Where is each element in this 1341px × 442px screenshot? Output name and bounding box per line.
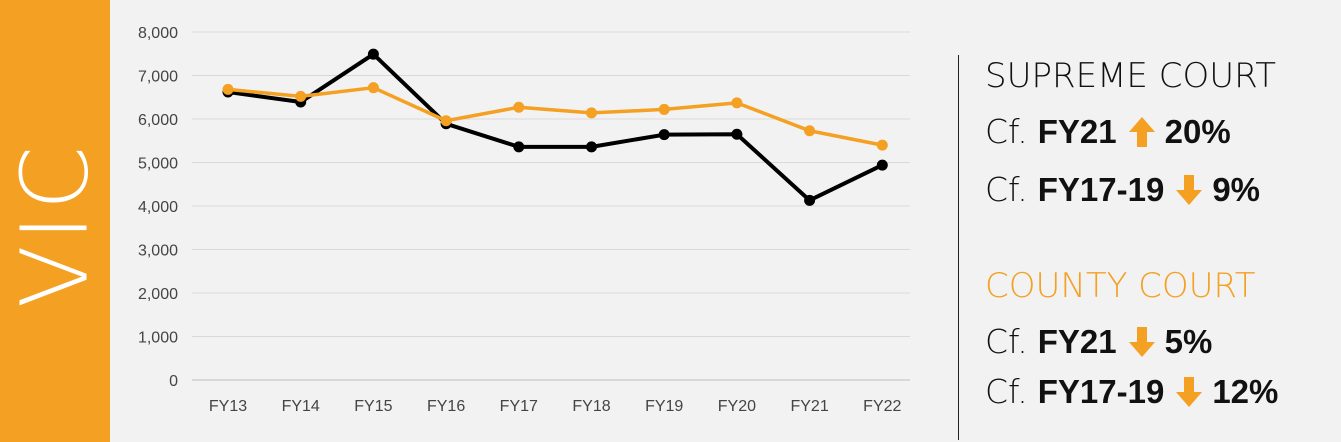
stat-change: 5% bbox=[1164, 322, 1213, 360]
county-data-point bbox=[513, 101, 525, 113]
stat-period: FY17-19 bbox=[1037, 372, 1165, 410]
x-tick-label: FY22 bbox=[863, 398, 901, 415]
stat-period: FY21 bbox=[1037, 322, 1117, 360]
county-court-title-wrap: COUNTY COURT bbox=[985, 266, 1255, 306]
y-tick-label: 0 bbox=[169, 373, 178, 390]
y-tick-label: 8,000 bbox=[138, 25, 178, 42]
county-stat-row-2: Cf. FY17-19 12% bbox=[985, 372, 1278, 411]
y-tick-label: 2,000 bbox=[138, 286, 178, 303]
down-arrow-icon bbox=[1176, 174, 1203, 205]
county-data-point bbox=[731, 97, 743, 109]
line-chart: 0 1,000 2,000 3,000 4,000 5,000 6,000 7,000 8,00… bbox=[138, 25, 910, 415]
state-label: VIC bbox=[1, 141, 109, 309]
supreme-data-point bbox=[586, 141, 597, 153]
stat-change: 20% bbox=[1164, 112, 1231, 150]
supreme-court-title: SUPREME COURT bbox=[985, 56, 1277, 96]
stat-period: FY21 bbox=[1037, 112, 1117, 150]
x-tick-label: FY20 bbox=[718, 398, 756, 415]
county-court-title: COUNTY COURT bbox=[985, 266, 1256, 306]
y-tick-label: 6,000 bbox=[138, 112, 178, 129]
county-data-point bbox=[367, 82, 379, 94]
state-band: VIC bbox=[0, 0, 110, 442]
county-stat-row-1: Cf. FY21 5% bbox=[985, 322, 1212, 361]
county-data-point bbox=[222, 83, 234, 95]
supreme-data-point bbox=[367, 48, 379, 60]
stat-change: 12% bbox=[1212, 372, 1279, 410]
supreme-data-point bbox=[876, 159, 888, 171]
supreme-data-point bbox=[658, 129, 670, 141]
supreme-data-point bbox=[513, 141, 525, 153]
stat-prefix: Cf. bbox=[985, 170, 1028, 209]
y-tick-label: 1,000 bbox=[138, 330, 178, 347]
down-arrow-icon bbox=[1128, 326, 1155, 357]
x-tick-label: FY15 bbox=[354, 398, 392, 415]
supreme-court-title-wrap: SUPREME COURT bbox=[985, 56, 1276, 96]
supreme-data-point bbox=[804, 194, 816, 206]
county-data-point bbox=[804, 125, 816, 137]
up-arrow-icon bbox=[1128, 116, 1155, 147]
x-tick-label: FY18 bbox=[572, 398, 610, 415]
x-tick-label: FY16 bbox=[427, 398, 465, 415]
x-tick-label: FY21 bbox=[790, 398, 828, 415]
county-data-point bbox=[295, 90, 307, 102]
county-data-point bbox=[440, 115, 452, 127]
county-data-point bbox=[586, 107, 597, 119]
y-tick-label: 4,000 bbox=[138, 199, 178, 216]
stat-period: FY17-19 bbox=[1037, 170, 1165, 208]
stat-prefix: Cf. bbox=[985, 372, 1028, 411]
county-series-line bbox=[226, 85, 885, 147]
y-tick-label: 7,000 bbox=[138, 69, 178, 86]
x-tick-label: FY14 bbox=[282, 398, 320, 415]
divider bbox=[958, 55, 959, 440]
stat-change: 9% bbox=[1212, 170, 1261, 208]
stat-prefix: Cf. bbox=[985, 322, 1028, 361]
x-tick-label: FY13 bbox=[209, 398, 247, 415]
y-tick-label: 5,000 bbox=[138, 156, 178, 173]
y-tick-label: 3,000 bbox=[138, 243, 178, 260]
supreme-stat-row-1: Cf. FY21 20% bbox=[985, 112, 1231, 151]
supreme-series-line bbox=[226, 52, 885, 203]
x-tick-label: FY17 bbox=[500, 398, 538, 415]
county-data-point bbox=[876, 139, 888, 151]
x-tick-label: FY19 bbox=[645, 398, 683, 415]
down-arrow-icon bbox=[1176, 376, 1203, 407]
stat-prefix: Cf. bbox=[985, 112, 1028, 151]
supreme-stat-row-2: Cf. FY17-19 9% bbox=[985, 170, 1260, 209]
supreme-data-point bbox=[731, 128, 743, 140]
county-data-point bbox=[658, 103, 670, 115]
